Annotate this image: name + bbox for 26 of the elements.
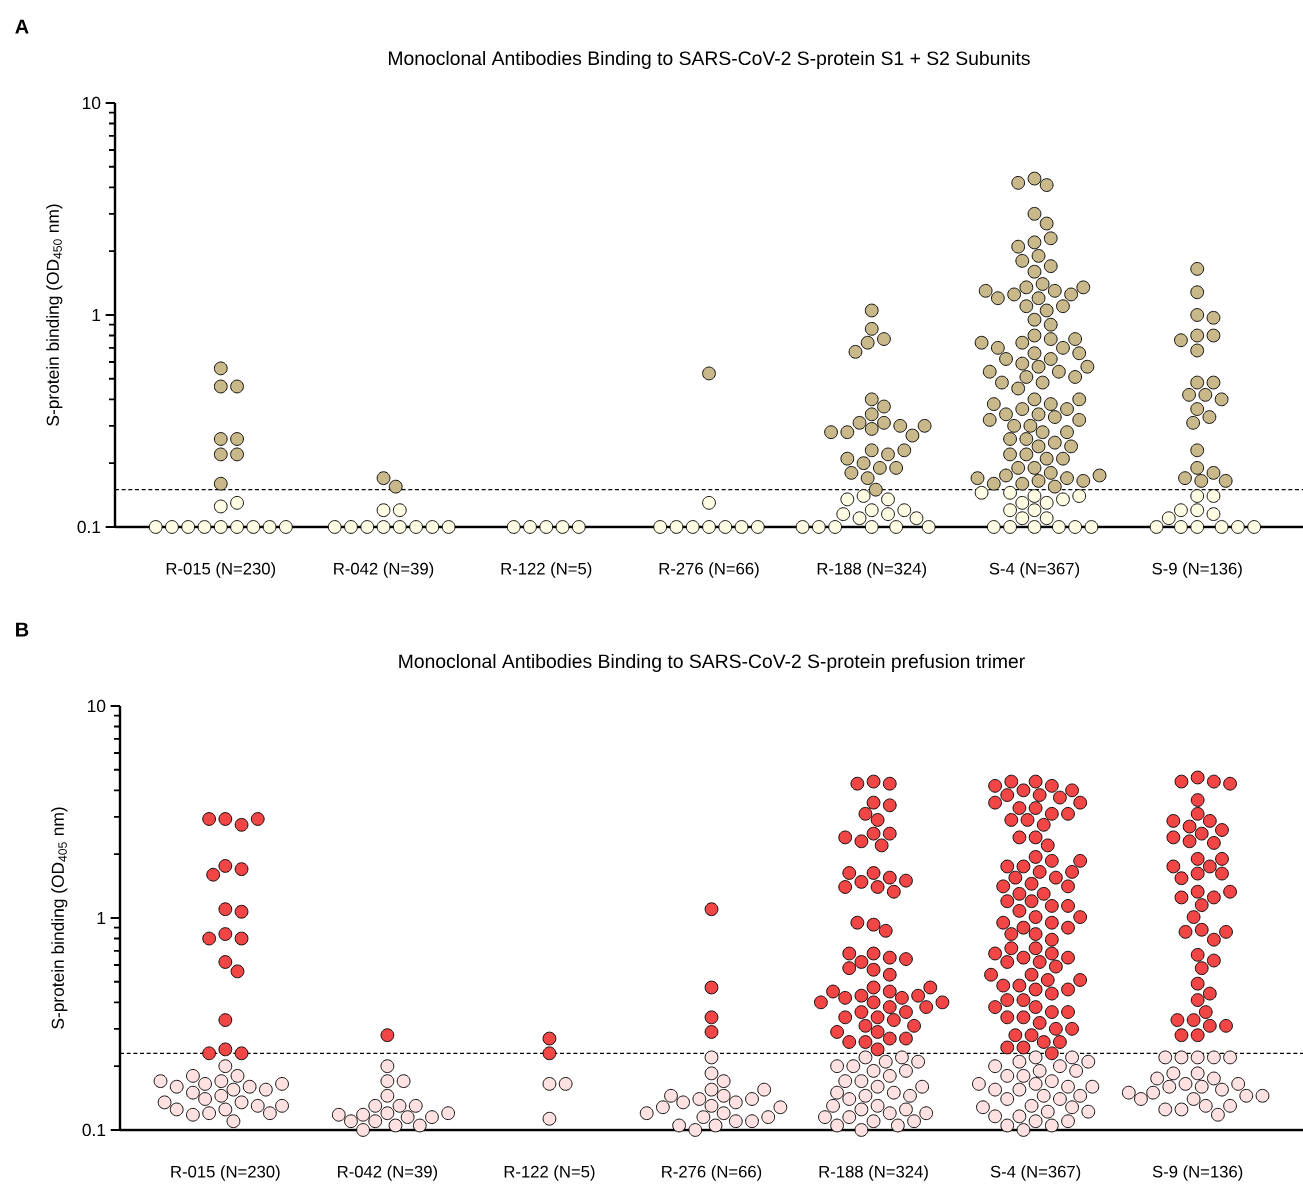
x-tick-label: R-276 (N=66) [662,1165,762,1181]
y-axis-title: S-protein binding (OD$_{450}$ nm) [46,204,63,426]
x-tick-label: R-042 (N=39) [334,562,434,578]
x-tick-label: R-276 (N=66) [659,562,759,578]
x-tick-label: R-188 (N=324) [817,562,927,578]
y-tick-label: 0.1 [77,520,101,534]
chart-title: Monoclonal Antibodies Binding to SARS-CoV-2 S-protein prefusion trimer [399,653,1025,672]
y-tick-label: 1 [92,309,101,321]
y-tick-label: 10 [83,96,101,110]
x-tick-label: R-122 (N=5) [504,1165,595,1181]
x-tick-label: R-015 (N=230) [166,562,276,578]
text: B [16,622,29,637]
x-tick-label: S-4 (N=367) [989,562,1080,578]
y-axis-title: S-protein binding (OD$_{405}$ nm) [51,807,68,1029]
chart-title: Monoclonal Antibodies Binding to SARS-CoV-2 S-protein S1 + S2 Subunits [388,50,1030,69]
x-tick-label: R-122 (N=5) [501,562,592,578]
x-tick-label: S-9 (N=136) [1152,562,1242,578]
y-tick-label: 10 [88,699,106,713]
x-tick-label: S-9 (N=136) [1152,1165,1243,1181]
x-tick-label: R-042 (N=39) [338,1165,438,1181]
y-tick-label: 1 [97,912,106,924]
x-tick-label: S-4 (N=367) [990,1165,1081,1181]
x-tick-label: R-015 (N=230) [171,1165,280,1181]
y-tick-label: 0.1 [82,1123,106,1137]
text: A [15,19,29,34]
x-tick-label: R-188 (N=324) [819,1165,928,1181]
